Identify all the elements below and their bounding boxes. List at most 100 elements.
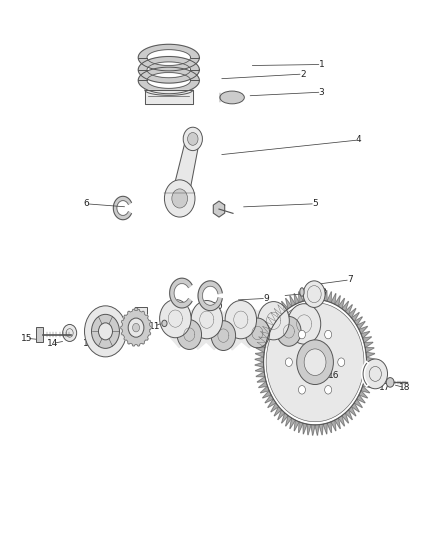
Circle shape — [85, 306, 127, 357]
Polygon shape — [290, 418, 295, 429]
Polygon shape — [364, 377, 373, 382]
Polygon shape — [342, 413, 349, 423]
Polygon shape — [335, 296, 340, 306]
Polygon shape — [294, 420, 299, 431]
Polygon shape — [366, 367, 375, 372]
Text: 4: 4 — [356, 135, 361, 144]
Polygon shape — [138, 44, 199, 71]
Polygon shape — [282, 301, 288, 311]
Polygon shape — [171, 139, 200, 198]
Polygon shape — [345, 304, 352, 314]
Polygon shape — [258, 337, 268, 343]
Polygon shape — [365, 348, 374, 352]
Circle shape — [99, 323, 113, 340]
Circle shape — [304, 349, 326, 375]
Text: 5: 5 — [312, 199, 318, 208]
Polygon shape — [339, 298, 345, 309]
Text: 13: 13 — [83, 339, 95, 348]
Circle shape — [177, 320, 201, 350]
Circle shape — [277, 317, 301, 346]
Polygon shape — [342, 301, 349, 311]
Polygon shape — [315, 425, 319, 435]
Polygon shape — [367, 357, 375, 362]
Polygon shape — [181, 305, 215, 349]
Polygon shape — [357, 395, 365, 403]
Polygon shape — [315, 289, 319, 300]
Polygon shape — [255, 352, 264, 357]
Polygon shape — [349, 407, 356, 416]
Circle shape — [298, 330, 305, 339]
Polygon shape — [278, 410, 285, 420]
Text: 3: 3 — [319, 87, 325, 96]
Polygon shape — [363, 337, 371, 343]
Text: 8: 8 — [320, 287, 326, 296]
Polygon shape — [198, 281, 222, 311]
Polygon shape — [331, 420, 336, 431]
Polygon shape — [299, 292, 303, 303]
Polygon shape — [327, 422, 332, 433]
Polygon shape — [257, 377, 266, 382]
Polygon shape — [266, 305, 296, 347]
Circle shape — [225, 301, 257, 339]
Circle shape — [266, 303, 364, 422]
Circle shape — [245, 318, 270, 348]
Polygon shape — [359, 391, 367, 398]
Circle shape — [258, 302, 289, 340]
Polygon shape — [354, 399, 362, 408]
Circle shape — [191, 301, 223, 339]
Text: 15: 15 — [21, 334, 33, 343]
Polygon shape — [283, 308, 310, 348]
Text: 17: 17 — [379, 383, 391, 392]
Polygon shape — [233, 305, 265, 348]
Polygon shape — [290, 296, 295, 306]
Polygon shape — [307, 289, 311, 300]
Polygon shape — [294, 293, 299, 304]
Polygon shape — [250, 305, 281, 348]
Polygon shape — [213, 201, 225, 217]
Circle shape — [297, 340, 333, 384]
Polygon shape — [366, 352, 375, 357]
Text: 9: 9 — [263, 294, 269, 303]
Polygon shape — [274, 407, 282, 416]
Polygon shape — [255, 367, 264, 372]
Polygon shape — [311, 289, 315, 300]
Text: 7: 7 — [347, 275, 353, 284]
Polygon shape — [198, 305, 233, 350]
Polygon shape — [256, 348, 265, 352]
Circle shape — [386, 377, 394, 387]
Polygon shape — [165, 305, 199, 348]
Text: 2: 2 — [300, 70, 306, 78]
Polygon shape — [357, 321, 365, 329]
Polygon shape — [303, 290, 307, 301]
Bar — [36, 327, 43, 342]
Polygon shape — [323, 290, 327, 301]
Polygon shape — [282, 413, 288, 423]
Polygon shape — [278, 304, 285, 314]
Polygon shape — [351, 403, 359, 412]
Circle shape — [159, 300, 191, 338]
Text: 12: 12 — [112, 331, 124, 340]
Polygon shape — [113, 196, 131, 220]
Text: 6: 6 — [83, 199, 89, 208]
Polygon shape — [335, 418, 340, 429]
Circle shape — [325, 385, 332, 394]
Polygon shape — [255, 357, 264, 362]
Polygon shape — [271, 312, 279, 321]
Polygon shape — [262, 326, 271, 334]
Circle shape — [338, 358, 345, 367]
Polygon shape — [262, 391, 271, 398]
Ellipse shape — [220, 91, 244, 104]
Polygon shape — [349, 308, 356, 318]
Polygon shape — [274, 308, 282, 318]
Polygon shape — [331, 293, 336, 304]
Polygon shape — [286, 416, 292, 426]
Polygon shape — [361, 332, 370, 338]
Polygon shape — [258, 382, 268, 387]
Ellipse shape — [300, 288, 304, 296]
Polygon shape — [359, 326, 367, 334]
Polygon shape — [363, 382, 371, 387]
Polygon shape — [271, 403, 279, 412]
Polygon shape — [268, 399, 276, 408]
Circle shape — [164, 180, 195, 217]
Polygon shape — [307, 424, 311, 435]
